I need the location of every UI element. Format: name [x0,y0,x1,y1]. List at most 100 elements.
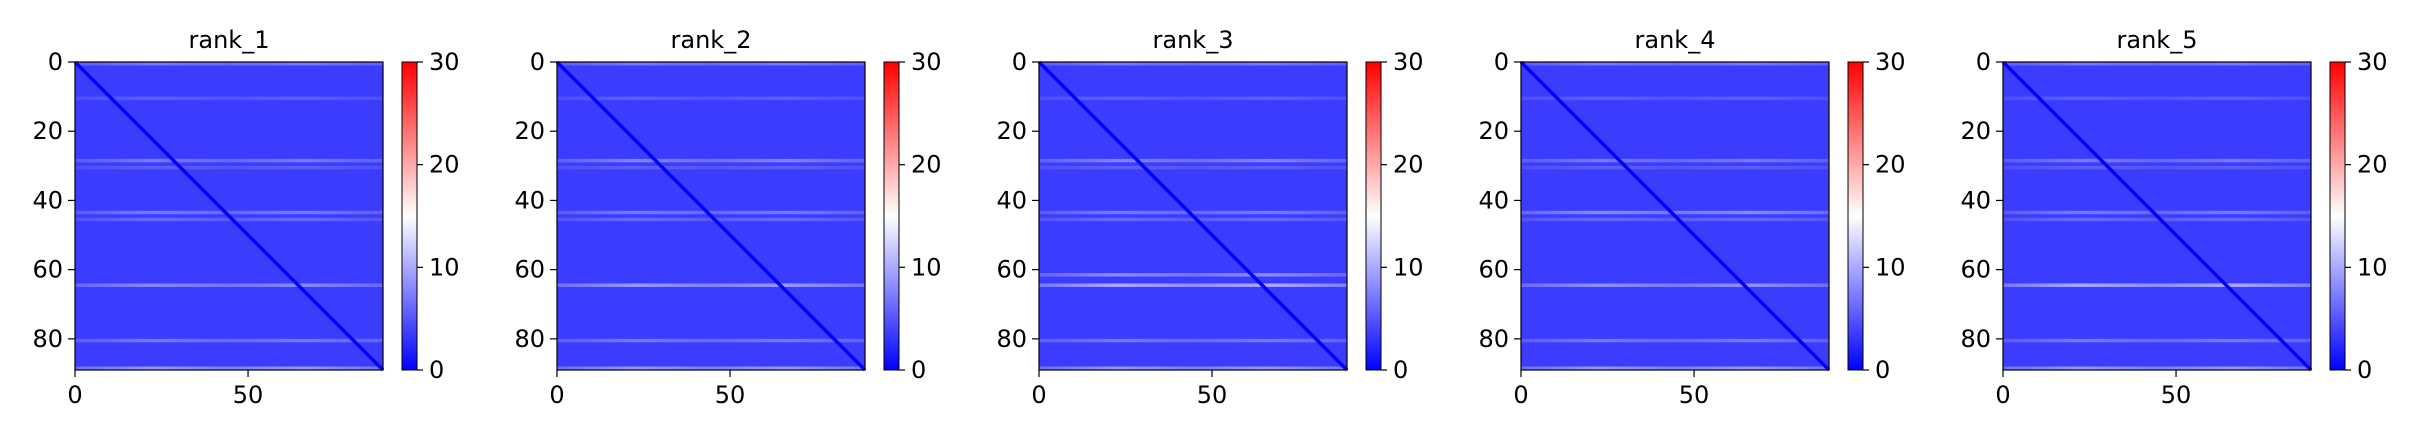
heatmap-highlight-row [557,62,865,66]
y-tick-label: 20 [996,117,1027,145]
x-tick-label: 50 [2161,381,2192,409]
heatmap-highlight-row [1039,165,1347,170]
heatmap-highlight-row [2003,210,2311,215]
colorbar-tick-label: 10 [2357,253,2388,281]
chart-title: rank_1 [189,26,270,54]
colorbar-gradient [1365,61,1382,371]
colorbar-tick-label: 0 [1875,356,1890,384]
heatmap-highlight-row [75,165,383,170]
heatmap-image [1037,60,1349,372]
heatmap-highlight-row [2003,338,2311,343]
heatmap-highlight-row [557,366,865,370]
colorbar-gradient [2329,61,2346,371]
heatmap-highlight-row [557,217,865,222]
heatmap-highlight-row [75,338,383,343]
heatmap-highlight-row [75,366,383,370]
y-tick-label: 0 [1494,48,1509,76]
heatmap-highlight-row [1039,158,1347,163]
colorbar-tick-label: 0 [911,356,926,384]
colorbar-tick-label: 20 [1393,151,1424,179]
heatmap-highlight-row [1521,217,1829,222]
y-tick-label: 80 [1478,325,1509,353]
y-tick-label: 0 [48,48,63,76]
heatmap-highlight-row [557,165,865,170]
x-tick-label: 0 [1513,381,1528,409]
colorbar-tick-label: 30 [911,48,942,76]
colorbar-tick-label: 30 [2357,48,2388,76]
colorbar-tick-label: 0 [2357,356,2372,384]
colorbar: 0 10 20 30 [883,48,942,384]
colorbar-tick-label: 30 [429,48,460,76]
chart-title: rank_2 [671,26,752,54]
heatmap-highlight-row [1039,273,1347,277]
heatmap-highlight-row [75,283,383,287]
y-tick-label: 60 [514,256,545,284]
y-tick-label: 60 [32,256,63,284]
y-tick-label: 40 [1478,186,1509,214]
chart-title: rank_4 [1635,26,1716,54]
heatmap-highlight-row [1521,283,1829,287]
colorbar-tick-label: 20 [429,151,460,179]
y-tick-label: 0 [1976,48,1991,76]
axes-frame [2002,61,2312,371]
y-tick-label: 20 [514,117,545,145]
chart-title: rank_3 [1153,26,1234,54]
heatmap-image [555,60,867,372]
colorbar-tick-label: 10 [1393,253,1424,281]
heatmap-highlight-row [557,283,865,287]
heatmap-highlight-row [1039,283,1347,287]
heatmap-highlight-row [1039,366,1347,370]
heatmap-highlight-row [1039,338,1347,343]
heatmap-highlight-row [1521,366,1829,370]
heatmap-highlight-row [557,338,865,343]
colorbar-tick-label: 30 [1875,48,1906,76]
colorbar-tick-label: 0 [1393,356,1408,384]
heatmap-highlight-row [557,158,865,163]
heatmap-image [73,60,385,372]
y-tick-label: 60 [996,256,1027,284]
heatmap-highlight-row [1521,158,1829,163]
heatmap-highlight-row [1039,210,1347,215]
colorbar: 0 10 20 30 [1365,48,1424,384]
heatmap-highlight-row [1039,217,1347,222]
x-tick-label: 50 [1197,381,1228,409]
axes-frame [556,61,866,371]
colorbar: 0 10 20 30 [2329,48,2388,384]
x-tick-label: 0 [549,381,564,409]
heatmap-highlight-row [2003,158,2311,163]
y-tick-label: 40 [514,186,545,214]
heatmap-highlight-row [75,158,383,163]
heatmap-highlight-row [75,96,383,101]
heatmap-diagonal [555,60,867,372]
heatmap-diagonal [2001,60,2313,372]
y-tick-label: 80 [514,325,545,353]
heatmap-image [2001,60,2313,372]
y-tick-label: 80 [32,325,63,353]
colorbar-tick-label: 20 [1875,151,1906,179]
colorbar-gradient [1847,61,1864,371]
heatmap-highlight-row [1039,96,1347,101]
axes-frame [1520,61,1830,371]
heatmap-diagonal [1519,60,1831,372]
x-tick-label: 0 [67,381,82,409]
heatmap-highlight-row [75,62,383,66]
heatmap-highlight-row [557,96,865,101]
heatmap-highlight-row [2003,283,2311,287]
y-tick-label: 20 [32,117,63,145]
colorbar-tick-label: 20 [911,151,942,179]
colorbar-gradient [401,61,418,371]
heatmap-highlight-row [2003,366,2311,370]
heatmap-highlight-row [2003,165,2311,170]
y-tick-label: 0 [530,48,545,76]
heatmap-highlight-row [1521,338,1829,343]
colorbar-tick-label: 30 [1393,48,1424,76]
heatmap-highlight-row [2003,96,2311,101]
colorbar-tick-label: 10 [1875,253,1906,281]
heatmap-highlight-row [75,217,383,222]
y-tick-label: 40 [1960,186,1991,214]
axes-frame [1038,61,1348,371]
